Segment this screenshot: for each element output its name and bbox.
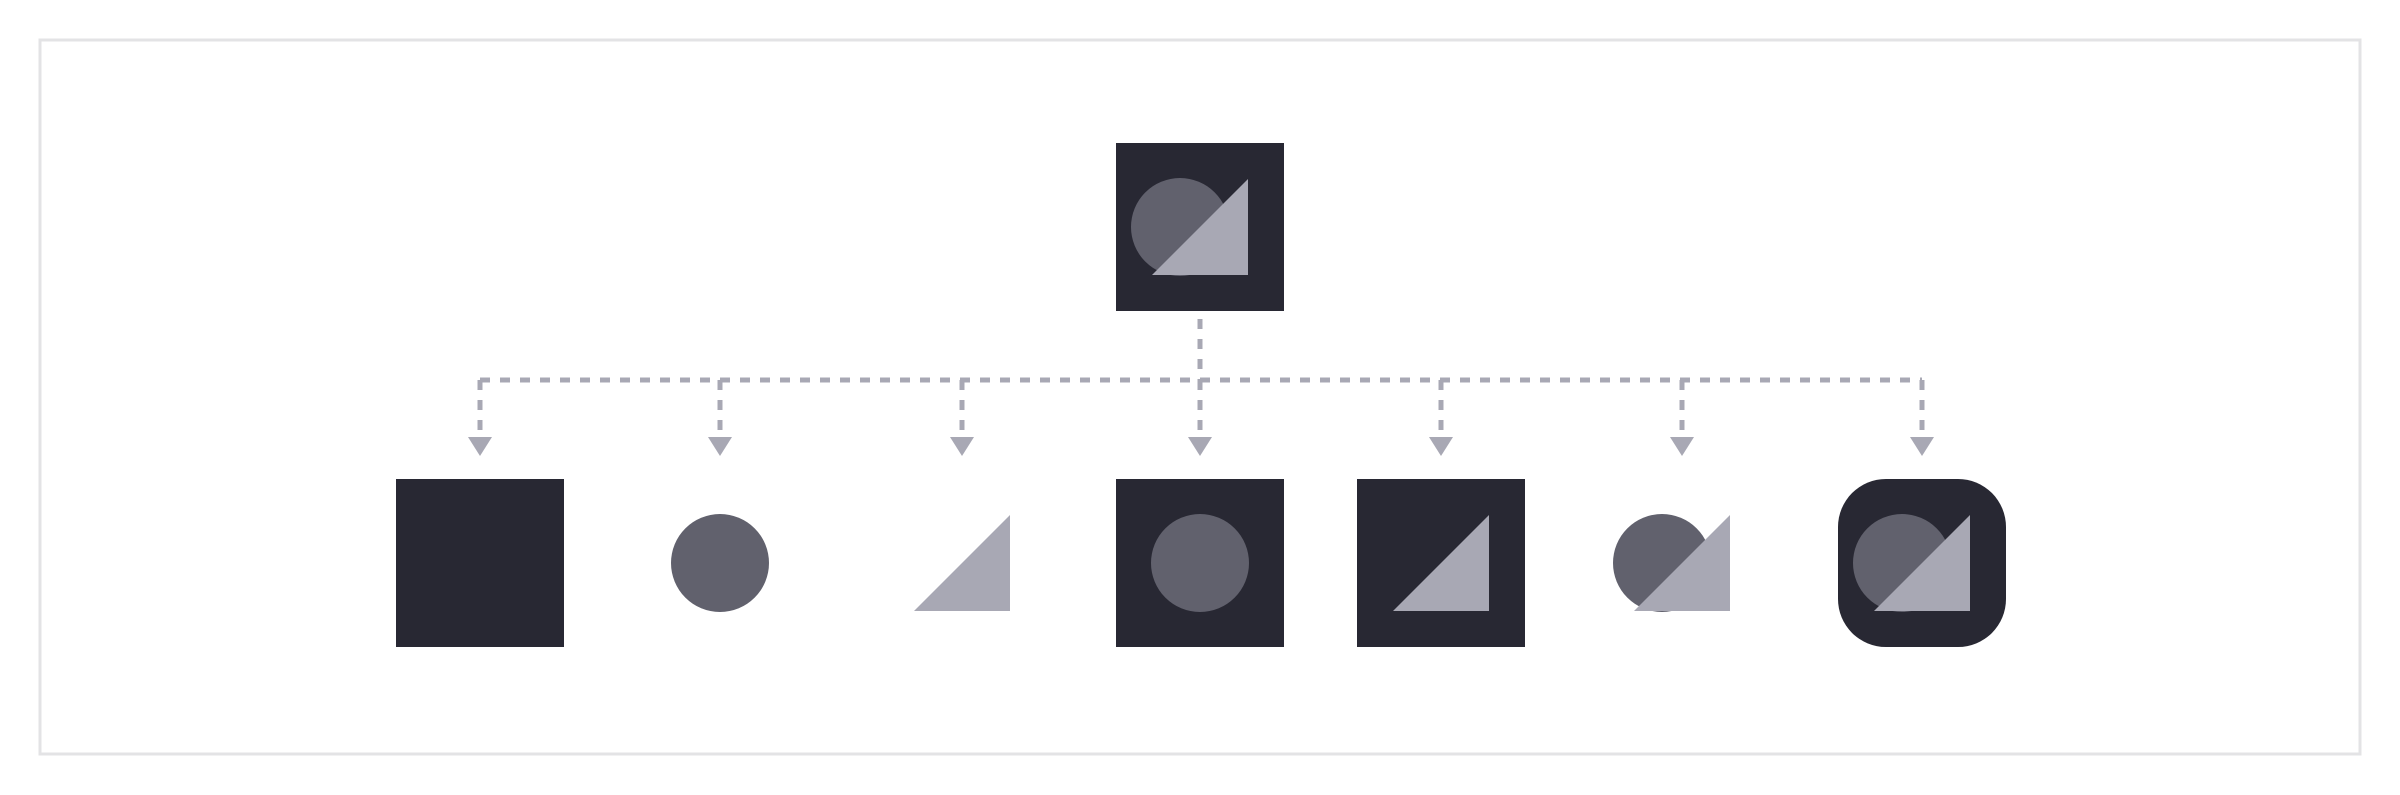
child-node-6 [1613,514,1730,612]
triangle-shape [1152,179,1248,275]
triangle-shape [1874,515,1970,611]
child-node-4 [1116,479,1284,647]
diagram-nodes [396,143,2006,647]
arrowhead-1 [468,437,492,456]
arrowhead-5 [1429,437,1453,456]
triangle-shape [914,515,1010,611]
arrowhead-3 [950,437,974,456]
child-node-2 [671,514,769,612]
arrowhead-7 [1910,437,1934,456]
child-node-1 [396,479,564,647]
triangle-shape [1634,515,1730,611]
square-shape [396,479,564,647]
circle-shape [1151,514,1249,612]
child-node-5 [1357,479,1525,647]
arrowhead-6 [1670,437,1694,456]
arrowhead-4 [1188,437,1212,456]
child-node-3 [914,515,1010,611]
root-node [1116,143,1284,311]
circle-shape [671,514,769,612]
connector-lines [468,319,1934,456]
child-node-7 [1838,479,2006,647]
arrowhead-2 [708,437,732,456]
triangle-shape [1393,515,1489,611]
